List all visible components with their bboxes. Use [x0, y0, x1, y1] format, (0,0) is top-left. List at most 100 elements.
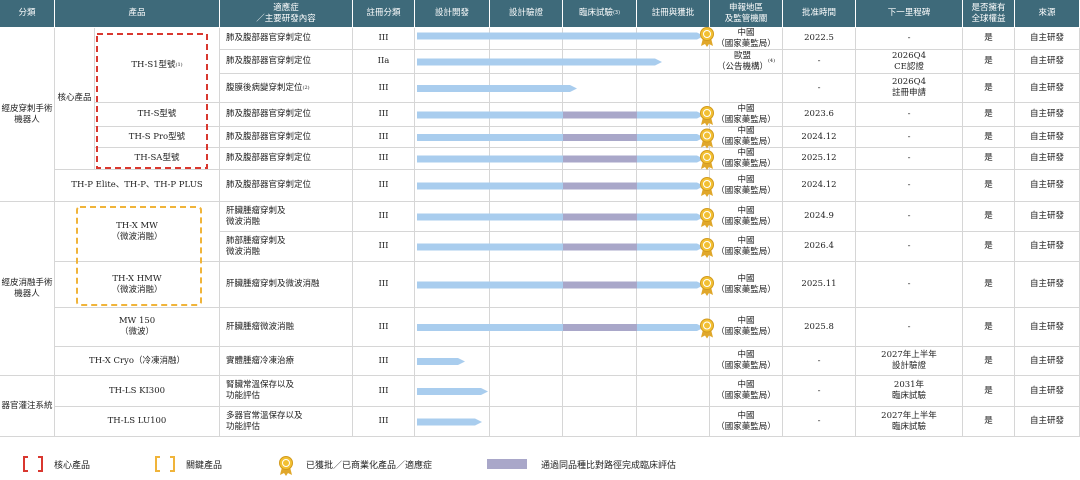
global-cell: 是 — [963, 376, 1015, 407]
indication-cell: 肺部腫瘤穿刺及 微波消融 — [220, 232, 353, 262]
medal-inner — [703, 211, 711, 219]
medal-disc — [279, 456, 293, 470]
indication-cell: 多器官常溫保存以及 功能評估 — [220, 407, 353, 437]
indication-cell: 實體腫瘤冷凍治療 — [220, 347, 353, 376]
header-cell: 註冊分類 — [353, 0, 415, 28]
milestone-cell: - — [856, 202, 963, 232]
region-cell-text: 中國 （國家藥監局） — [716, 174, 776, 196]
medal-disc — [700, 276, 714, 290]
clinical-comparison — [563, 213, 637, 221]
milestone-cell-text: - — [907, 131, 911, 142]
milestone-cell-text: - — [907, 153, 911, 163]
source-cell-text: 自主研發 — [1029, 180, 1064, 190]
milestone-cell-text: - — [907, 211, 911, 221]
region-cell-text: 中國 （國家藥監局） — [716, 350, 776, 371]
approval-cell: - — [783, 74, 856, 103]
global-cell-text: 是 — [984, 321, 993, 332]
legend-label: 關鍵產品 — [186, 461, 223, 471]
source-cell-text: 自主研發 — [1029, 241, 1064, 251]
indication-cell: 肺及腹部器官穿刺定位 — [220, 170, 353, 202]
indication-cell: 肝臟腫瘤穿刺及微波消融 — [220, 262, 353, 308]
progress-arrow — [417, 111, 704, 119]
class-cell-text: III — [378, 279, 389, 289]
global-cell: 是 — [963, 127, 1015, 148]
approval-cell-text: 2025.8 — [804, 321, 834, 332]
indication-cell-text: 肺及腹部器官穿刺定位 — [226, 180, 312, 190]
stage-cell — [490, 407, 563, 437]
approved-medal — [700, 238, 714, 258]
source-cell-text: 自主研發 — [1029, 211, 1064, 221]
approval-cell-text: 2025.12 — [801, 153, 837, 163]
approved-medal — [700, 128, 714, 149]
medal-disc — [700, 238, 714, 252]
approval-cell-text: - — [817, 385, 821, 396]
approval-cell: 2025.12 — [783, 148, 856, 170]
header-cell-text: 適應症 ／主要研發內容 — [256, 2, 316, 24]
header-cell-text: 分類 — [18, 8, 36, 18]
header-cell: 設計開發 — [415, 0, 490, 28]
milestone-cell-text: - — [907, 109, 911, 119]
approved-medal — [700, 276, 714, 296]
progress-arrow — [417, 32, 704, 40]
class-cell-text: III — [378, 131, 389, 142]
milestone-cell-text: - — [907, 241, 911, 251]
product-cell: TH-X Cryo（冷凍消融） — [55, 347, 220, 376]
milestone-cell-text: 2031年 臨床試驗 — [891, 380, 926, 401]
header-cell: 分類 — [0, 0, 55, 28]
medal-disc — [700, 27, 714, 41]
region-cell: 中國 （國家藥監局） — [710, 170, 783, 202]
header-cell: 是否擁有 全球權益 — [963, 0, 1015, 28]
class-cell: III — [353, 127, 415, 148]
milestone-cell-text: - — [907, 279, 911, 289]
region-cell-text: 中國 （國家藥監局） — [716, 316, 776, 337]
global-cell-text: 是 — [984, 279, 993, 289]
milestone-cell: 2026Q4 CE認證 — [856, 50, 963, 74]
clinical-comparison — [563, 111, 637, 119]
global-cell: 是 — [963, 262, 1015, 308]
approval-cell: 2024.9 — [783, 202, 856, 232]
product-cell: TH-X HMW （微波消融） — [55, 262, 220, 308]
stage-cell — [563, 407, 637, 437]
region-cell-text: 中國 （國家藥監局） — [716, 235, 776, 257]
category-cell-text: 經皮穿刺手術機器人 — [1, 103, 53, 125]
indication-cell-text: 肺及腹部器官穿刺定位 — [226, 153, 312, 163]
indication-cell: 肝臟腫瘤微波消融 — [220, 308, 353, 347]
header-cell-text: 批准時間 — [801, 8, 836, 18]
approval-cell: 2024.12 — [783, 170, 856, 202]
indication-cell-text: 肺及腹部器官穿刺定位 — [226, 56, 312, 66]
legend-bracket — [23, 456, 43, 472]
medal-inner — [703, 241, 711, 249]
global-cell-text: 是 — [984, 385, 993, 396]
stage-cell — [490, 347, 563, 376]
approval-cell: 2025.11 — [783, 262, 856, 308]
product-cell: TH-S Pro型號 — [95, 127, 220, 148]
approved-medal — [700, 106, 714, 126]
key-product-box — [76, 206, 202, 306]
class-cell: III — [353, 28, 415, 50]
milestone-cell: - — [856, 28, 963, 50]
approval-cell: 2026.4 — [783, 232, 856, 262]
header-cell-text: 來源 — [1038, 8, 1056, 18]
clinical-comparison — [563, 324, 637, 331]
stage-cell — [415, 347, 490, 376]
region-cell: 中國 （國家藥監局） — [710, 308, 783, 347]
global-cell: 是 — [963, 50, 1015, 74]
header-cell-text: 註冊與獲批 — [651, 8, 695, 18]
product-cell-text: TH-X Cryo（冷凍消融） — [89, 355, 185, 366]
header-cell: 臨床試驗 (3) — [563, 0, 637, 28]
stage-cell — [563, 74, 637, 103]
header-cell: 產品 — [55, 0, 220, 28]
progress-arrow — [417, 388, 488, 395]
milestone-cell: 2027年上半年 臨床試驗 — [856, 407, 963, 437]
global-cell: 是 — [963, 103, 1015, 127]
medal-disc — [700, 106, 714, 120]
product-cell-text: TH-X MW （微波消融） — [111, 220, 163, 242]
indication-cell: 肺及腹部器官穿刺定位 — [220, 148, 353, 170]
progress-arrow — [417, 213, 704, 221]
approved-medal — [279, 456, 293, 476]
category-cell: 經皮穿刺手術機器人 — [0, 28, 55, 202]
milestone-cell-text: - — [907, 180, 911, 190]
class-cell: III — [353, 170, 415, 202]
header-cell-text: 設計開發 — [434, 8, 469, 18]
global-cell-text: 是 — [984, 56, 993, 66]
